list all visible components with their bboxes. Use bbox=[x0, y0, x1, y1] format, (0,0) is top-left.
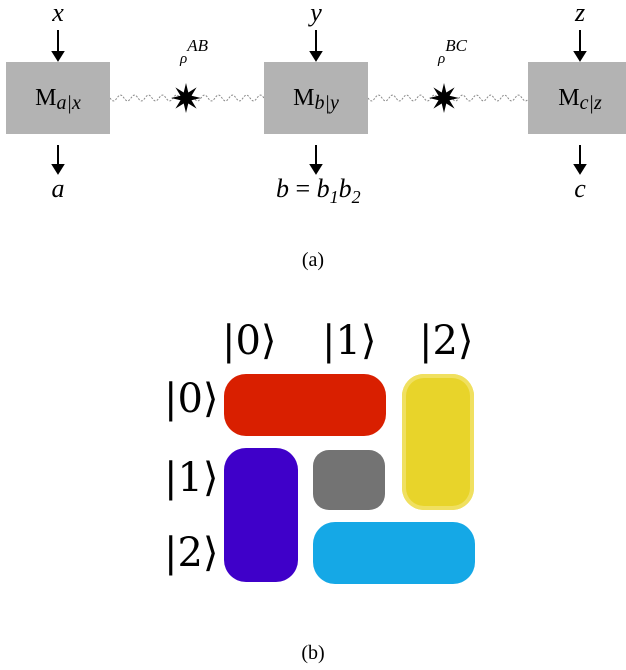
output-b-s2: 2 bbox=[351, 187, 361, 208]
source-star-ab bbox=[171, 83, 201, 113]
output-b-b: b bbox=[276, 174, 289, 203]
tile-gray bbox=[313, 450, 385, 510]
rho-ab-symbol: ρ bbox=[180, 51, 188, 67]
rho-ab-sup: AB bbox=[187, 36, 208, 55]
rho-bc-symbol: ρ bbox=[438, 51, 446, 67]
box-a-sub: a|x bbox=[56, 91, 81, 114]
tile-yellow bbox=[402, 374, 474, 510]
caption-a: (a) bbox=[301, 249, 325, 271]
input-y-label: y bbox=[310, 0, 322, 27]
output-b-b2: b bbox=[338, 174, 352, 203]
column-ket-1: |1⟩ bbox=[322, 318, 377, 364]
source-label-bc: ρBC bbox=[438, 36, 467, 68]
tile-purple bbox=[224, 448, 298, 582]
wavy-wires bbox=[51, 30, 587, 175]
box-c-sub: c|z bbox=[579, 91, 602, 114]
output-b-label: b = b1b2 bbox=[276, 174, 361, 208]
rho-bc-sup: BC bbox=[445, 36, 467, 55]
column-ket-0: |0⟩ bbox=[222, 318, 277, 364]
box-c-m: M bbox=[558, 84, 580, 111]
arrows bbox=[51, 30, 587, 175]
row-ket-0: |0⟩ bbox=[164, 376, 219, 422]
output-c-label: c bbox=[574, 174, 586, 203]
box-b-sub: b|y bbox=[314, 91, 339, 114]
caption-b: (b) bbox=[301, 642, 325, 664]
input-x-label: x bbox=[52, 0, 64, 27]
tile-red bbox=[224, 374, 386, 436]
output-b-s1: 1 bbox=[329, 187, 339, 208]
source-star-bc bbox=[429, 83, 459, 113]
row-ket-1: |1⟩ bbox=[164, 455, 219, 501]
output-a-label: a bbox=[51, 174, 65, 203]
tile-cyan bbox=[313, 522, 475, 584]
row-ket-2: |2⟩ bbox=[164, 530, 219, 576]
output-b-b1: b bbox=[316, 174, 330, 203]
column-ket-2: |2⟩ bbox=[419, 318, 474, 364]
input-z-label: z bbox=[574, 0, 586, 27]
box-a-m: M bbox=[35, 84, 57, 111]
output-b-eq: = bbox=[295, 174, 311, 203]
source-label-ab: ρAB bbox=[180, 36, 208, 68]
box-b-m: M bbox=[293, 84, 315, 111]
